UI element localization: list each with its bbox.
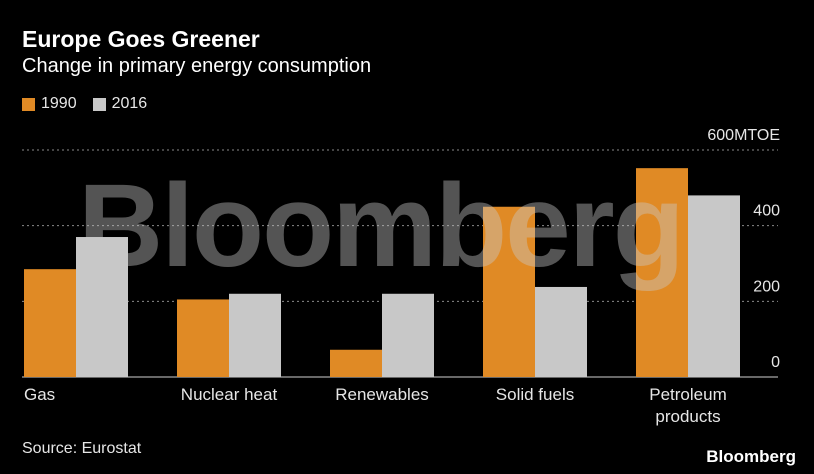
y-tick-label: 400: [753, 203, 780, 220]
bar-2016-4: [688, 195, 740, 377]
bar-1990-3: [483, 206, 535, 377]
legend: 1990 2016: [22, 95, 163, 113]
y-tick-label: 600MTOE: [707, 127, 780, 144]
bloomberg-logo: Bloomberg: [706, 447, 796, 466]
legend-swatch-1990: [22, 97, 35, 111]
x-tick-label: Nuclear heat: [181, 385, 278, 404]
bar-1990-0: [24, 269, 76, 377]
bar-2016-3: [535, 286, 587, 377]
y-tick-label: 0: [771, 354, 780, 371]
bar-1990-1: [177, 299, 229, 377]
x-tick-label: products: [655, 407, 720, 426]
x-tick-label: Gas: [24, 385, 55, 404]
x-tick-label: Petroleum: [649, 385, 726, 404]
y-tick-label: 200: [753, 278, 780, 295]
legend-item-2016: 2016: [92, 95, 148, 113]
x-tick-label: Solid fuels: [496, 385, 574, 404]
x-tick-label: Renewables: [335, 385, 429, 404]
bar-1990-2: [330, 349, 382, 377]
legend-label-2016: 2016: [111, 95, 148, 112]
bar-2016-1: [229, 293, 281, 377]
source-note: Source: Eurostat: [22, 440, 142, 457]
bar-1990-4: [636, 168, 688, 377]
legend-label-1990: 1990: [41, 95, 77, 112]
legend-swatch-2016: [92, 97, 106, 111]
chart-title: Europe Goes Greener: [22, 26, 260, 52]
chart-subtitle: Change in primary energy consumption: [22, 55, 372, 77]
bar-2016-2: [382, 293, 434, 377]
legend-item-1990: 1990: [22, 95, 77, 113]
bar-2016-0: [76, 237, 128, 377]
